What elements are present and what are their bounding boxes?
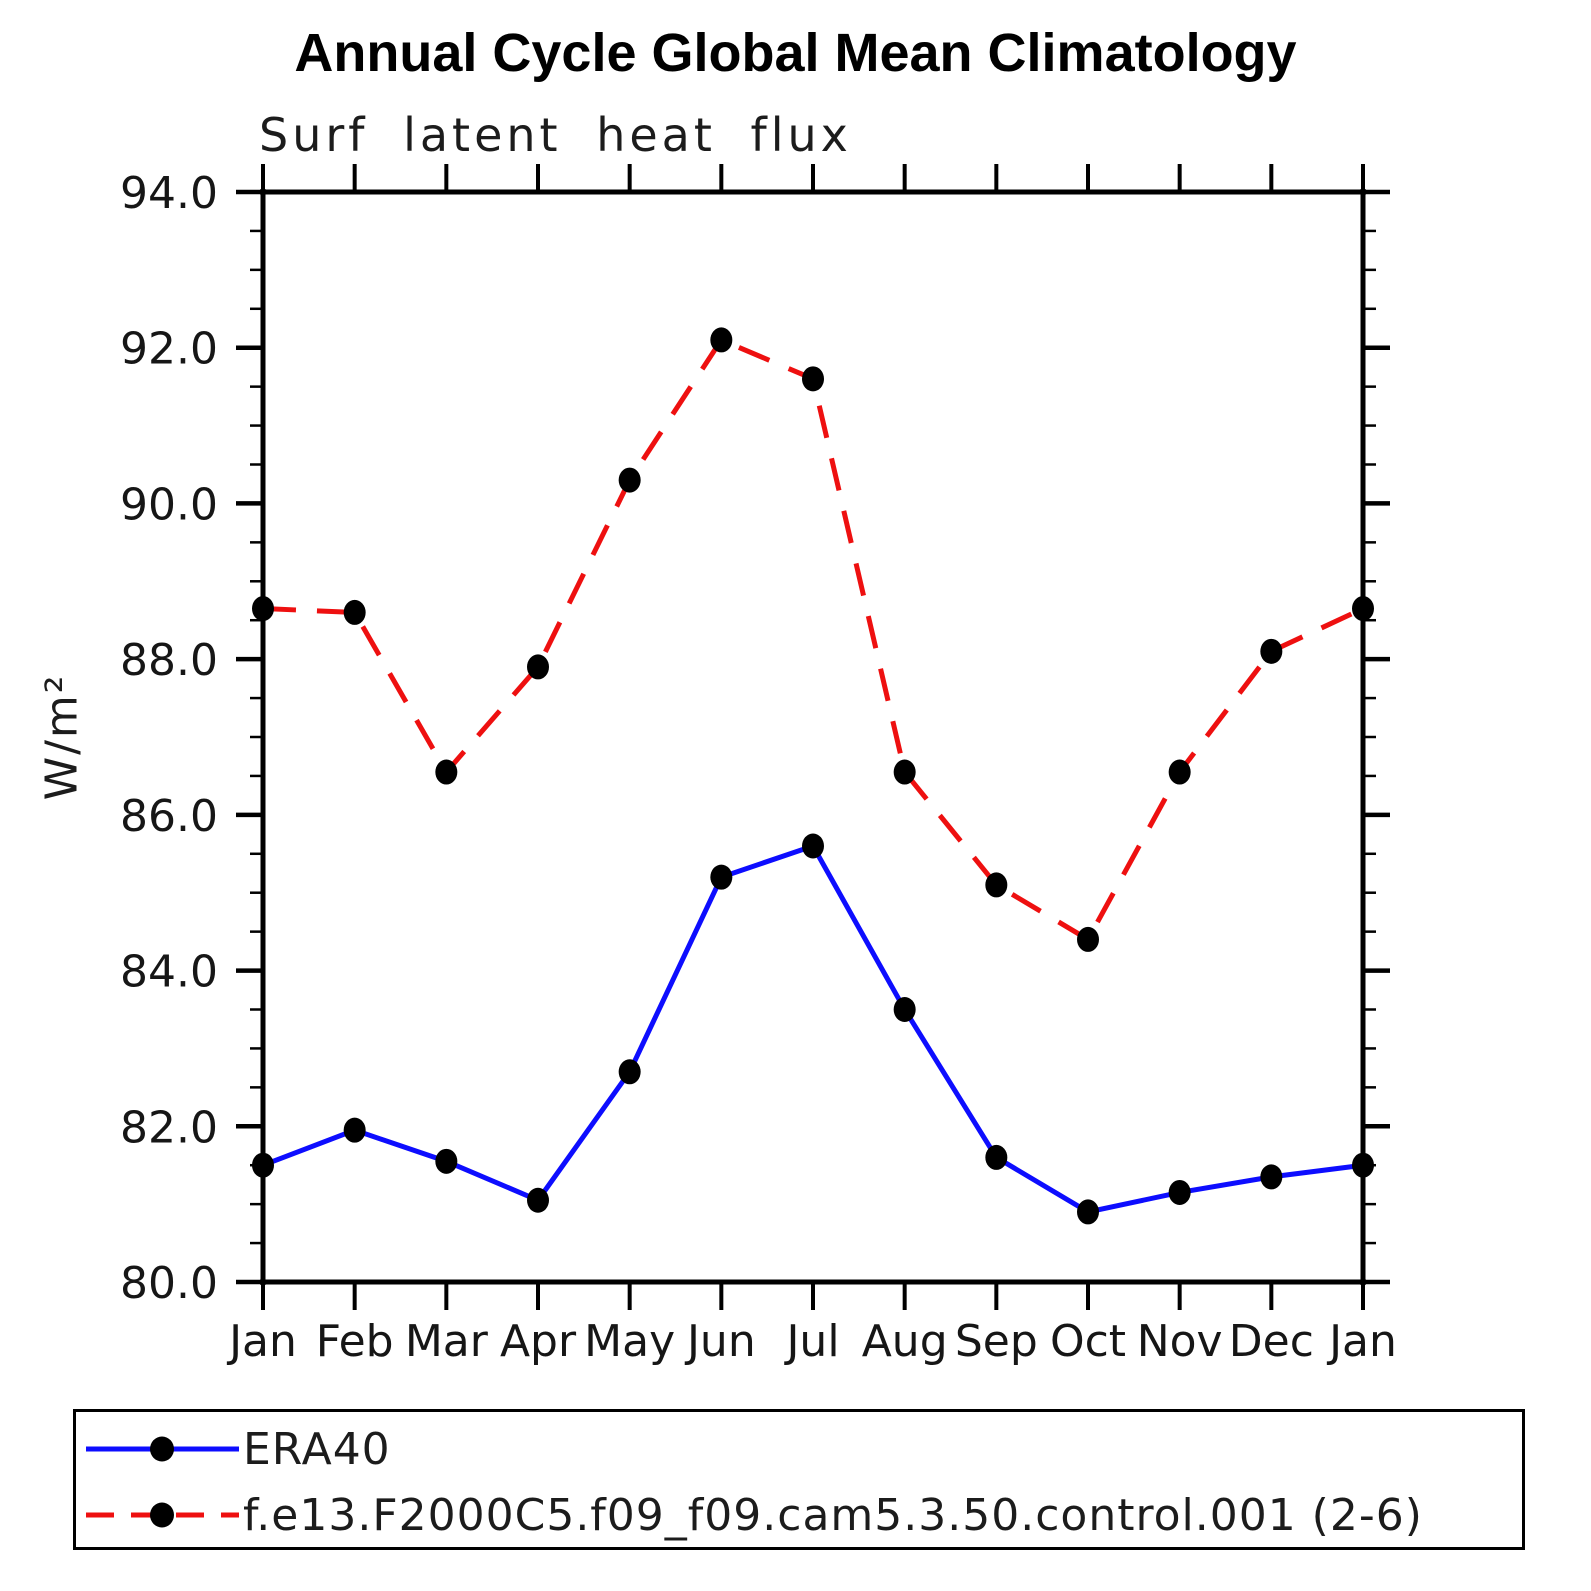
data-point-marker [710, 864, 733, 890]
legend-swatch-marker [150, 1436, 174, 1462]
x-tick-label: Oct [1050, 1316, 1126, 1367]
data-point-marker [1077, 1199, 1099, 1225]
y-tick-label: 92.0 [120, 324, 218, 375]
legend-row: f.e13.F2000C5.f09_f09.cam5.3.50.control.… [82, 1489, 1423, 1541]
data-point-marker [343, 1117, 366, 1143]
data-point-marker [435, 1148, 458, 1174]
x-tick-label: Jan [226, 1316, 297, 1367]
x-tick-label: Mar [405, 1316, 489, 1367]
y-tick-label: 90.0 [120, 479, 218, 530]
data-point-marker [893, 997, 916, 1022]
x-tick-label: Jun [684, 1316, 756, 1367]
data-point-marker [618, 467, 641, 493]
legend-swatch [86, 1436, 239, 1462]
data-point-marker [893, 759, 916, 785]
series-line-solid [262, 842, 1364, 1215]
data-point-marker [710, 327, 733, 353]
data-point-marker [252, 596, 274, 622]
data-point-marker [1352, 1152, 1374, 1178]
data-point-marker [527, 654, 549, 680]
legend-label: f.e13.F2000C5.f09_f09.cam5.3.50.control.… [243, 1489, 1423, 1541]
x-tick-label: Sep [955, 1316, 1038, 1367]
data-point-marker [1260, 1164, 1283, 1190]
y-tick-label: 82.0 [120, 1102, 218, 1153]
data-point-marker [1168, 759, 1191, 785]
y-tick-label: 80.0 [120, 1258, 218, 1309]
legend-box: ERA40 f.e13.F2000C5.f09_f09.cam5.3.50.con… [73, 1409, 1525, 1550]
legend-swatch [86, 1502, 239, 1528]
legend-row: ERA40 [82, 1423, 391, 1475]
data-point-marker [1168, 1179, 1191, 1205]
data-point-marker [1260, 638, 1283, 664]
data-point-marker [435, 759, 458, 785]
data-point-marker [343, 599, 366, 625]
y-tick-label: 88.0 [120, 635, 218, 686]
data-point-marker [252, 1152, 274, 1178]
y-tick-label: 84.0 [120, 947, 218, 998]
page-title: Annual Cycle Global Mean Climatology [294, 23, 1297, 83]
x-tick-label: Jul [783, 1316, 839, 1367]
chart-subtitle: Surf latent heat flux [259, 108, 852, 162]
data-point-marker [985, 1144, 1008, 1170]
y-tick-label: 94.0 [120, 168, 218, 219]
legend-label: ERA40 [243, 1423, 391, 1475]
x-tick-label: Aug [862, 1316, 948, 1367]
legend-swatch-marker [150, 1502, 174, 1528]
data-point-marker [802, 366, 824, 392]
x-tick-label: Dec [1229, 1316, 1314, 1367]
x-tick-label: Apr [500, 1316, 577, 1367]
data-point-marker [618, 1059, 641, 1085]
y-tick-label: 86.0 [120, 791, 218, 842]
data-point-marker [1077, 926, 1099, 952]
x-tick-label: Feb [316, 1316, 394, 1367]
data-point-marker [1352, 596, 1374, 622]
data-point-marker [802, 833, 824, 859]
data-point-marker [527, 1187, 549, 1213]
x-tick-label: May [584, 1316, 675, 1367]
x-tick-label: Nov [1137, 1316, 1223, 1367]
x-tick-label: Jan [1326, 1316, 1397, 1367]
data-point-marker [985, 872, 1008, 898]
